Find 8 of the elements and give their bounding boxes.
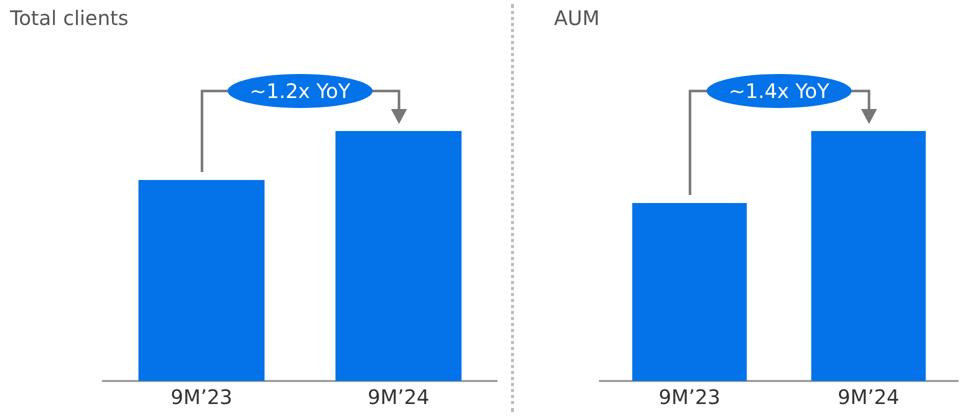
text: ~1.2x YoY [228,74,372,108]
chart-title: Total clients [10,6,128,30]
text: ~1.4x YoY [706,74,852,108]
x-tick-label: 9M’23 [658,385,720,410]
x-tick-label: 9M’24 [838,385,900,410]
x-tick-label: 9M’24 [368,385,430,410]
chart-title: AUM [554,6,600,30]
x-tick-label: 9M’23 [170,385,232,410]
